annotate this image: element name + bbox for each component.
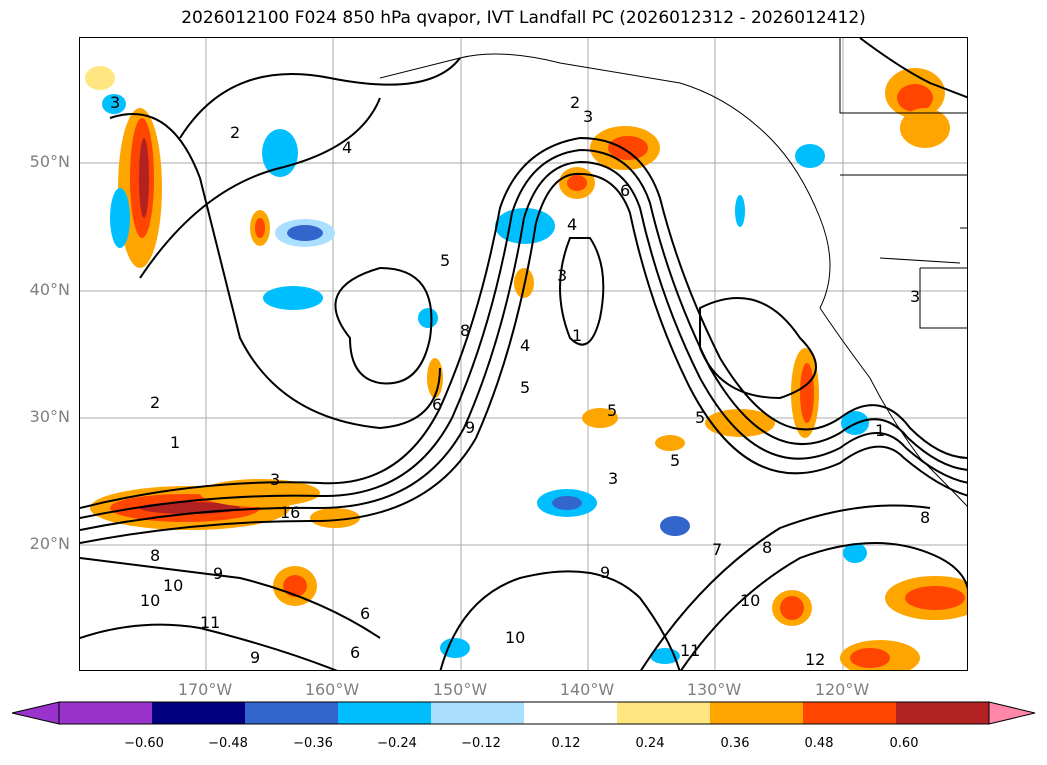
contour-label: 12 bbox=[805, 650, 825, 669]
ivt-contours bbox=[80, 38, 967, 670]
contour-label: 2 bbox=[150, 393, 160, 412]
contour-label: 3 bbox=[557, 266, 567, 285]
colorbar-segment bbox=[524, 702, 618, 724]
qvapor-fill bbox=[85, 66, 967, 670]
contour-label: 16 bbox=[280, 503, 300, 522]
lat-label-20: 20°N bbox=[29, 534, 70, 553]
colorbar-svg bbox=[11, 701, 1036, 725]
contour-label: 8 bbox=[920, 508, 930, 527]
map-plot: 3 2 4 2 3 6 4 5 3 1 4 5 8 6 9 5 3 5 5 3 … bbox=[80, 38, 967, 670]
contour-label: 5 bbox=[695, 408, 705, 427]
lon-label-170w: 170°W bbox=[177, 680, 233, 699]
contour-label: 9 bbox=[213, 564, 223, 583]
lon-label-130w: 130°W bbox=[686, 680, 742, 699]
contour-label: 1 bbox=[572, 326, 582, 345]
lon-label-140w: 140°W bbox=[559, 680, 615, 699]
lon-label-120w: 120°W bbox=[814, 680, 870, 699]
colorbar-tick: 0.36 bbox=[720, 736, 750, 751]
contour-label: 2 bbox=[230, 123, 240, 142]
contour-label: 1 bbox=[170, 433, 180, 452]
coastline bbox=[379, 38, 967, 507]
contour-label: 5 bbox=[670, 451, 680, 470]
colorbar-segments bbox=[58, 701, 990, 725]
contour-label: 10 bbox=[140, 591, 160, 610]
lat-label-30: 30°N bbox=[29, 407, 70, 426]
contour-label: 6 bbox=[360, 604, 370, 623]
contour-label: 8 bbox=[150, 546, 160, 565]
contour-label: 11 bbox=[680, 641, 700, 660]
contour-label: 6 bbox=[620, 181, 630, 200]
contour-label: 6 bbox=[350, 643, 360, 662]
colorbar-tick: 0.60 bbox=[889, 736, 919, 751]
contour-label: 1 bbox=[875, 421, 885, 440]
contour-label: 4 bbox=[567, 215, 577, 234]
map-title: 2026012100 F024 850 hPa qvapor, IVT Land… bbox=[181, 8, 866, 28]
colorbar-tick: −0.36 bbox=[293, 736, 333, 751]
contour-label: 9 bbox=[600, 563, 610, 582]
colorbar-segment bbox=[338, 702, 432, 724]
colorbar-low-extend bbox=[11, 701, 60, 725]
map-panel: 3 2 4 2 3 6 4 5 3 1 4 5 8 6 9 5 3 5 5 3 … bbox=[79, 37, 968, 671]
contour-labels: 3 2 4 2 3 6 4 5 3 1 4 5 8 6 9 5 3 5 5 3 … bbox=[110, 93, 930, 669]
colorbar-high-extend bbox=[988, 701, 1036, 725]
lon-label-160w: 160°W bbox=[304, 680, 360, 699]
colorbar-tick: 0.48 bbox=[804, 736, 834, 751]
colorbar-segment bbox=[710, 702, 804, 724]
colorbar-segment bbox=[59, 702, 153, 724]
colorbar-segment bbox=[617, 702, 711, 724]
contour-label: 3 bbox=[608, 469, 618, 488]
colorbar-tick: 0.24 bbox=[635, 736, 665, 751]
contour-label: 3 bbox=[270, 470, 280, 489]
contour-label: 4 bbox=[520, 336, 530, 355]
contour-label: 9 bbox=[465, 418, 475, 437]
colorbar-segment bbox=[152, 702, 246, 724]
contour-label: 3 bbox=[910, 287, 920, 306]
colorbar-segment bbox=[431, 702, 525, 724]
contour-label: 5 bbox=[440, 251, 450, 270]
contour-label: 8 bbox=[762, 538, 772, 557]
contour-label: 11 bbox=[200, 613, 220, 632]
colorbar-tick: −0.60 bbox=[124, 736, 164, 751]
colorbar-segment bbox=[245, 702, 339, 724]
contour-label: 2 bbox=[570, 93, 580, 112]
contour-label: 5 bbox=[607, 401, 617, 420]
colorbar bbox=[0, 700, 1047, 740]
lat-label-50: 50°N bbox=[29, 152, 70, 171]
colorbar-segment bbox=[896, 702, 990, 724]
contour-label: 5 bbox=[520, 378, 530, 397]
contour-label: 4 bbox=[342, 138, 352, 157]
contour-label: 3 bbox=[583, 107, 593, 126]
contour-label: 7 bbox=[712, 540, 722, 559]
colorbar-tick: −0.24 bbox=[377, 736, 417, 751]
contour-label: 3 bbox=[110, 93, 120, 112]
lon-label-150w: 150°W bbox=[432, 680, 488, 699]
lat-label-40: 40°N bbox=[29, 280, 70, 299]
colorbar-tick: −0.48 bbox=[208, 736, 248, 751]
contour-label: 10 bbox=[740, 591, 760, 610]
contour-label: 10 bbox=[505, 628, 525, 647]
contour-label: 10 bbox=[163, 576, 183, 595]
colorbar-segment bbox=[803, 702, 897, 724]
contour-label: 9 bbox=[250, 648, 260, 667]
contour-label: 6 bbox=[432, 395, 442, 414]
colorbar-tick: 0.12 bbox=[551, 736, 581, 751]
colorbar-tick: −0.12 bbox=[461, 736, 501, 751]
contour-label: 8 bbox=[460, 321, 470, 340]
